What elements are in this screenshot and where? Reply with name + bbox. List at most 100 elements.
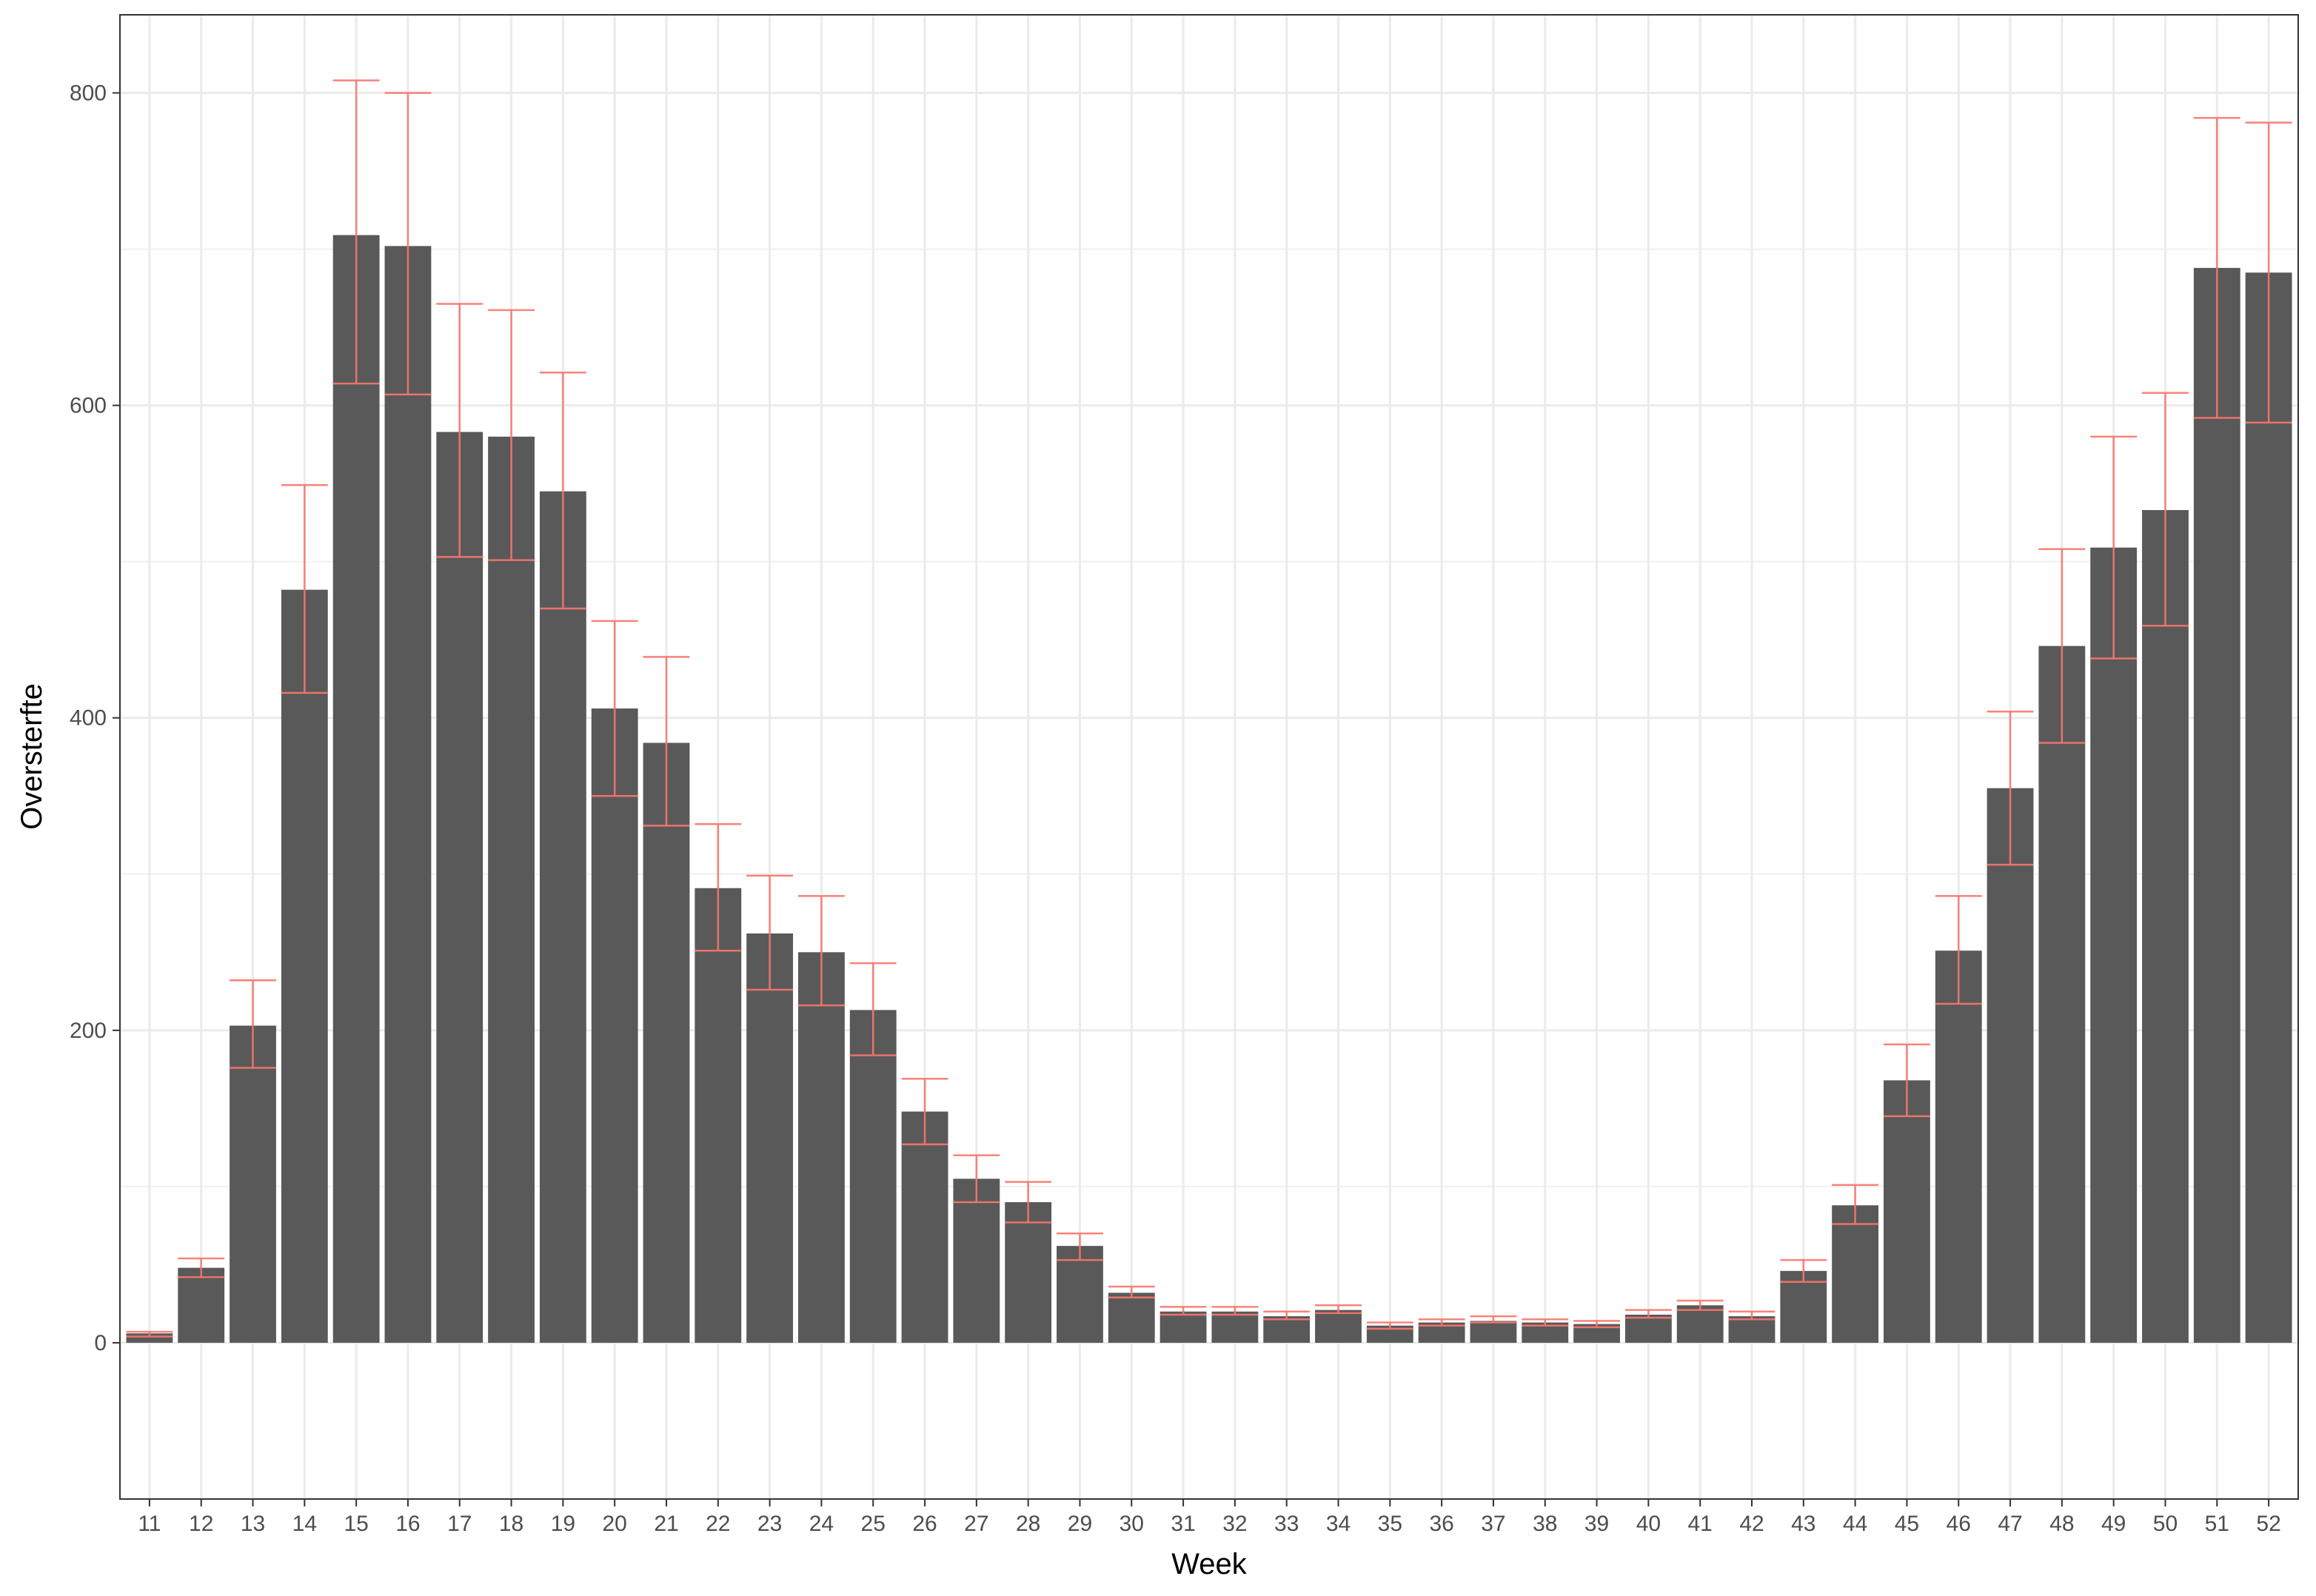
error-bar-week-51 — [2193, 117, 2240, 419]
bar-week-23 — [746, 933, 794, 1343]
error-bar-week-45 — [1884, 1043, 1930, 1118]
bar-week-43 — [1780, 1270, 1827, 1343]
error-bar-week-31 — [1159, 1306, 1207, 1316]
x-tick-label: 31 — [1171, 1512, 1195, 1536]
y-tick-label: 400 — [70, 706, 107, 731]
error-bar-week-47 — [1987, 711, 2034, 866]
x-tick-label: 12 — [189, 1512, 213, 1536]
bar-week-49 — [2090, 547, 2138, 1343]
bar-week-27 — [953, 1178, 1000, 1343]
bar-week-37 — [1470, 1321, 1517, 1343]
x-tick-label: 11 — [138, 1512, 161, 1536]
error-bar-week-37 — [1470, 1315, 1517, 1324]
y-axis-title: Oversterfte — [16, 683, 48, 830]
bar-week-22 — [695, 888, 742, 1343]
x-tick-label: 44 — [1843, 1512, 1867, 1536]
error-bar-week-42 — [1728, 1310, 1776, 1321]
y-tick-label: 600 — [70, 394, 107, 418]
bar-week-48 — [2038, 646, 2086, 1343]
error-bar-week-15 — [332, 79, 380, 385]
bar-week-14 — [281, 589, 328, 1343]
x-tick-label: 35 — [1378, 1512, 1402, 1536]
x-tick-label: 19 — [551, 1512, 575, 1536]
bar-week-30 — [1108, 1292, 1155, 1343]
error-bar-week-28 — [1005, 1181, 1052, 1224]
error-bar-week-24 — [798, 895, 845, 1007]
x-tick-label: 34 — [1326, 1512, 1351, 1536]
error-bar-week-26 — [901, 1078, 948, 1146]
bar-week-44 — [1832, 1205, 1879, 1343]
error-bar-week-22 — [695, 823, 742, 952]
x-axis-title: Week — [1171, 1548, 1248, 1580]
error-bar-week-49 — [2090, 435, 2138, 660]
x-tick-label: 42 — [1739, 1512, 1764, 1536]
bar-week-42 — [1728, 1316, 1776, 1343]
x-tick-label: 40 — [1636, 1512, 1661, 1536]
bar-week-47 — [1987, 788, 2034, 1343]
y-tick-label: 0 — [94, 1331, 107, 1355]
error-bar-week-44 — [1832, 1184, 1879, 1225]
plot-panel-background — [120, 15, 2298, 1499]
x-tick-label: 41 — [1688, 1512, 1713, 1536]
x-tick-label: 50 — [2153, 1512, 2178, 1536]
bar-week-28 — [1005, 1202, 1052, 1343]
error-bar-week-12 — [178, 1257, 225, 1278]
x-tick-label: 37 — [1481, 1512, 1505, 1536]
bar-week-17 — [436, 432, 483, 1343]
bar-week-31 — [1159, 1311, 1207, 1343]
x-tick-label: 45 — [1895, 1512, 1919, 1536]
x-tick-label: 14 — [292, 1512, 317, 1536]
error-bar-week-38 — [1522, 1318, 1569, 1327]
error-bar-week-50 — [2142, 392, 2189, 627]
x-tick-label: 15 — [344, 1512, 368, 1536]
error-bar-week-39 — [1573, 1320, 1620, 1329]
x-tick-label: 39 — [1584, 1512, 1609, 1536]
y-tick-label: 800 — [70, 81, 107, 106]
axes: 0 200 400 600 800 11 12 13 14 15 16 17 18 19 20 21 22 23 2… — [70, 81, 2281, 1536]
x-tick-label: 33 — [1274, 1512, 1299, 1536]
y-tick-label: 200 — [70, 1019, 107, 1043]
bar-week-51 — [2193, 267, 2240, 1343]
x-tick-label: 49 — [2101, 1512, 2126, 1536]
x-tick-label: 17 — [447, 1512, 472, 1536]
error-bar-week-11 — [126, 1330, 173, 1338]
error-bar-week-25 — [849, 962, 897, 1056]
error-bar-week-19 — [539, 372, 586, 610]
error-bar-week-48 — [2038, 548, 2086, 744]
x-tick-label: 48 — [2049, 1512, 2074, 1536]
x-tick-label: 27 — [964, 1512, 988, 1536]
bar-week-15 — [332, 235, 380, 1343]
error-bar-week-40 — [1624, 1309, 1672, 1319]
error-bar-week-13 — [230, 979, 276, 1069]
x-tick-label: 25 — [861, 1512, 886, 1536]
error-bar-week-20 — [591, 620, 638, 797]
x-tick-label: 46 — [1947, 1512, 1971, 1536]
error-bar-week-16 — [384, 92, 432, 396]
x-tick-label: 32 — [1222, 1512, 1247, 1536]
error-bar-week-30 — [1108, 1285, 1155, 1298]
error-bar-week-18 — [488, 309, 535, 561]
x-tick-label: 21 — [654, 1512, 678, 1536]
bar-week-29 — [1057, 1246, 1103, 1343]
x-tick-label: 16 — [395, 1512, 420, 1536]
error-bar-week-32 — [1211, 1306, 1259, 1316]
bar-week-12 — [178, 1267, 225, 1343]
x-tick-label: 29 — [1068, 1512, 1092, 1536]
x-tick-label: 38 — [1533, 1512, 1557, 1536]
error-bar-week-14 — [281, 484, 328, 694]
bar-week-19 — [539, 491, 586, 1343]
error-bar-week-27 — [953, 1154, 1000, 1204]
error-bar-week-46 — [1935, 895, 1982, 1005]
error-bar-week-33 — [1263, 1310, 1311, 1321]
x-tick-label: 20 — [603, 1512, 627, 1536]
x-tick-label: 28 — [1016, 1512, 1040, 1536]
error-bar-week-23 — [746, 874, 794, 991]
bar-week-20 — [591, 708, 638, 1343]
x-tick-label: 36 — [1429, 1512, 1453, 1536]
bar-week-33 — [1263, 1316, 1311, 1343]
error-bar-week-34 — [1315, 1304, 1362, 1315]
bar-week-35 — [1366, 1325, 1413, 1343]
bar-week-26 — [901, 1111, 948, 1343]
bar-week-24 — [798, 952, 845, 1343]
